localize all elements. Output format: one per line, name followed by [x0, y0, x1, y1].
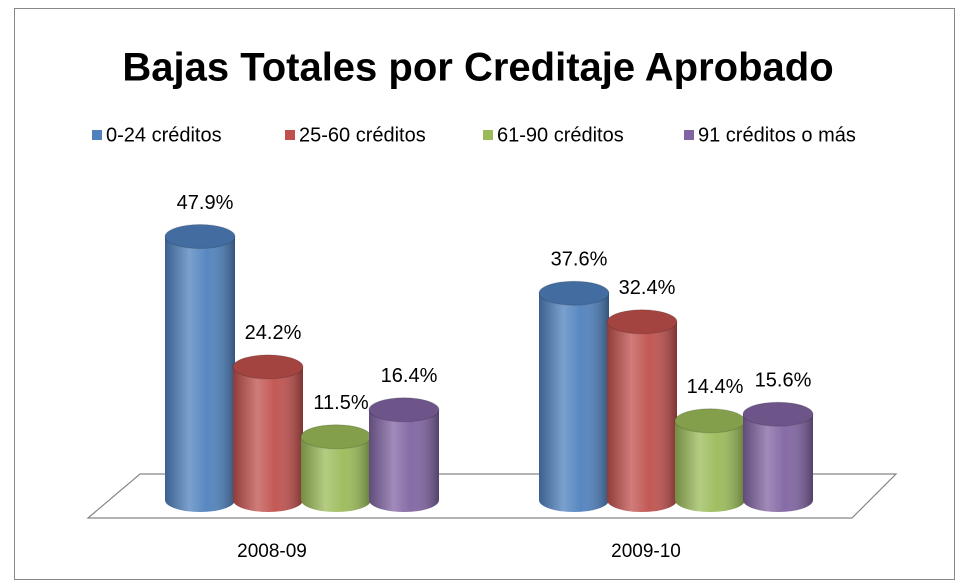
bar-top	[606, 309, 678, 335]
bar-top	[538, 280, 610, 306]
legend-swatch	[285, 130, 295, 140]
bar-top-shade	[165, 224, 235, 249]
legend-swatch	[684, 130, 694, 140]
bar-top	[742, 401, 814, 427]
bar-top	[368, 397, 440, 423]
bar-shade	[369, 409, 439, 512]
bar-top-shade	[539, 281, 609, 306]
legend-label: 61-90 créditos	[497, 124, 624, 146]
data-label: 47.9%	[177, 192, 234, 214]
bar-shade	[233, 366, 303, 512]
bar-shade	[675, 420, 745, 512]
legend-label: 0-24 créditos	[106, 124, 222, 146]
data-label: 14.4%	[687, 376, 744, 398]
x-tick-label: 2008-09	[237, 541, 307, 562]
bar-top-shade	[675, 408, 745, 433]
bar-top-shade	[301, 424, 371, 449]
data-label: 15.6%	[755, 369, 812, 391]
legend-swatch	[483, 130, 493, 140]
data-label: 11.5%	[313, 392, 368, 414]
bar-shade	[301, 436, 371, 512]
data-label: 32.4%	[619, 277, 676, 299]
legend-swatch	[92, 130, 102, 140]
x-tick-label: 2009-10	[611, 541, 681, 562]
bar-top-shade	[607, 309, 677, 334]
data-label: 24.2%	[245, 322, 302, 344]
bar-shade	[607, 321, 677, 512]
bar-top	[232, 354, 304, 380]
bar-top-shade	[743, 402, 813, 427]
bar-top-shade	[233, 354, 303, 379]
bar-shade	[743, 414, 813, 512]
legend-label: 25-60 créditos	[299, 124, 426, 146]
legend-label: 91 créditos o más	[698, 124, 856, 146]
bar-top	[164, 224, 236, 250]
data-label: 37.6%	[551, 248, 608, 270]
chart-title: Bajas Totales por Creditaje Aprobado	[122, 46, 833, 90]
bar-top-shade	[369, 397, 439, 422]
bar-shade	[539, 293, 609, 512]
data-label: 16.4%	[381, 365, 438, 387]
bar-shade	[165, 236, 235, 513]
